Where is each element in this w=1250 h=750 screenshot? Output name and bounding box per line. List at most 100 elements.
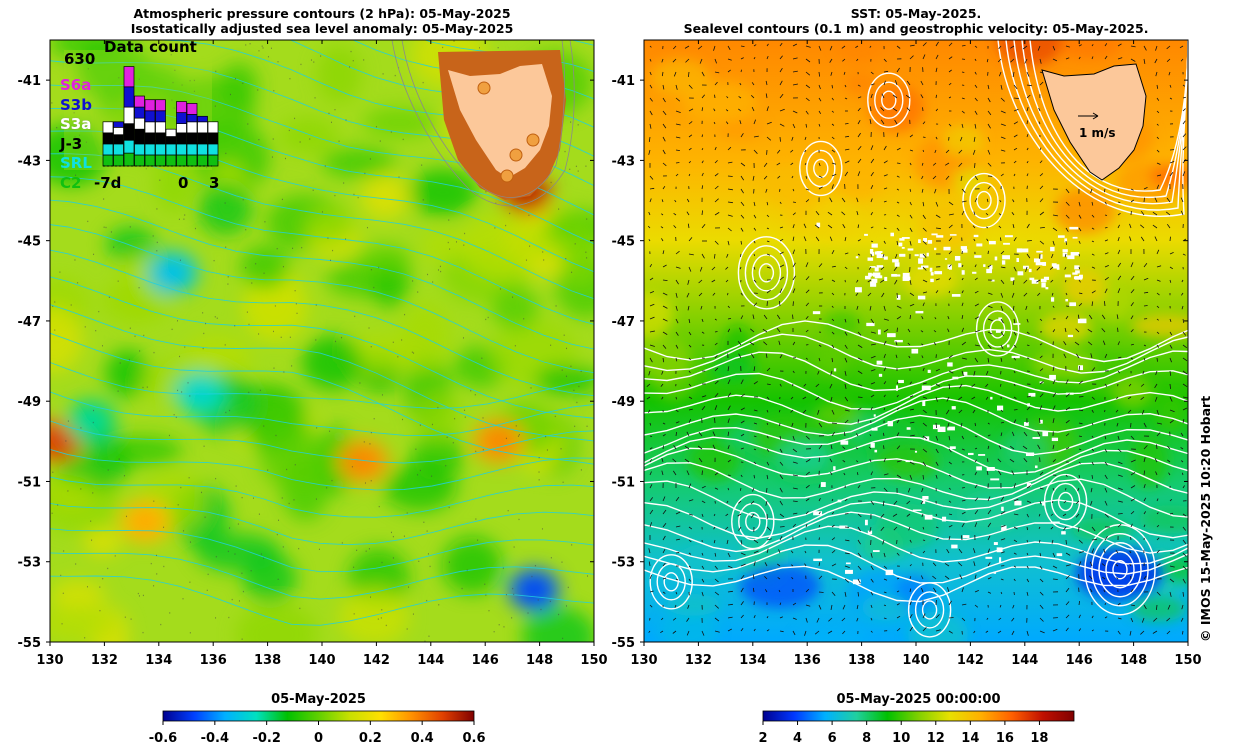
cloud-pixel	[877, 329, 881, 335]
velocity-arrow	[660, 383, 664, 387]
velocity-arrow	[688, 526, 693, 530]
velocity-arrow	[974, 84, 978, 88]
ssla-data-point	[272, 330, 274, 333]
geostrophic-velocity-arrows	[646, 41, 1188, 636]
velocity-arrow	[1156, 604, 1158, 610]
velocity-arrow	[792, 523, 796, 528]
velocity-arrow	[999, 199, 1002, 203]
velocity-arrow	[1022, 445, 1028, 450]
velocity-arrow	[698, 279, 703, 284]
velocity-arrow	[662, 110, 667, 116]
velocity-arrow	[1087, 341, 1093, 346]
axes-ticks: 130 132 134 136 138 140 142 144 146 148 150-41-43-…	[18, 40, 1202, 668]
velocity-arrow	[896, 381, 899, 385]
cloud-pixel	[902, 276, 911, 281]
velocity-arrow	[844, 419, 849, 424]
ssla-data-point	[415, 448, 417, 450]
velocity-arrow	[686, 470, 690, 476]
velocity-arrow	[1065, 614, 1070, 619]
inset-bar-segment	[144, 132, 156, 145]
ssla-data-point	[353, 566, 355, 568]
velocity-arrow	[1169, 499, 1173, 502]
velocity-arrow	[870, 382, 876, 385]
velocity-arrow	[648, 630, 651, 633]
velocity-arrow	[1104, 227, 1108, 229]
velocity-arrow	[857, 344, 863, 348]
cloud-pixel	[934, 247, 937, 251]
cloud-pixel	[812, 311, 821, 315]
velocity-arrow	[688, 173, 691, 177]
velocity-arrow	[1078, 266, 1080, 270]
sst-patch	[795, 628, 868, 642]
velocity-arrow	[869, 458, 872, 463]
ssla-data-point	[546, 449, 548, 451]
velocity-arrow	[818, 175, 823, 179]
velocity-arrow	[1180, 432, 1184, 437]
velocity-arrow	[1143, 291, 1149, 294]
velocity-arrow	[1156, 292, 1160, 296]
sealevel-contour	[997, 40, 1188, 217]
ssla-data-point	[512, 587, 514, 590]
velocity-arrow	[1182, 253, 1186, 256]
velocity-arrow	[802, 396, 807, 400]
velocity-arrow	[714, 58, 717, 64]
velocity-arrow	[1091, 629, 1094, 632]
velocity-arrow	[792, 500, 798, 502]
ssla-data-point	[402, 138, 404, 141]
velocity-arrow	[1065, 214, 1070, 219]
y-tick-label: -51	[18, 475, 42, 490]
cloud-pixel	[976, 243, 983, 247]
velocity-arrow	[1129, 236, 1132, 242]
y-tick-label: -43	[18, 154, 42, 169]
velocity-arrow	[1050, 526, 1054, 530]
velocity-arrow	[688, 266, 692, 272]
velocity-arrow	[675, 591, 678, 595]
ssla-data-point	[577, 170, 579, 172]
velocity-arrow	[740, 563, 746, 567]
velocity-arrow	[763, 162, 768, 167]
velocity-arrow	[727, 487, 730, 491]
velocity-arrow	[896, 292, 898, 299]
velocity-arrow	[805, 71, 811, 76]
velocity-arrow	[805, 588, 810, 593]
velocity-arrow	[1039, 173, 1044, 177]
velocity-arrow	[987, 97, 991, 103]
ssla-data-point	[128, 359, 130, 361]
velocity-arrow	[998, 45, 1002, 50]
velocity-arrow	[713, 121, 716, 125]
velocity-arrow	[973, 561, 976, 567]
velocity-arrow	[698, 292, 703, 297]
velocity-arrow	[830, 444, 833, 450]
velocity-arrow	[686, 211, 690, 216]
velocity-arrow	[1130, 289, 1135, 294]
velocity-arrow	[740, 407, 746, 411]
velocity-arrow	[1182, 331, 1187, 336]
velocity-arrow	[1011, 617, 1015, 622]
ssla-patch	[491, 286, 539, 330]
ssla-data-point	[108, 296, 110, 298]
pressure-contour	[50, 199, 594, 350]
velocity-arrow	[1182, 96, 1186, 99]
sealevel-contour	[644, 370, 1188, 410]
velocity-arrow	[701, 500, 706, 504]
velocity-arrow	[740, 162, 746, 167]
cloud-pixel	[1013, 323, 1021, 325]
ssla-data-point	[57, 504, 59, 506]
velocity-arrow	[818, 591, 824, 593]
velocity-arrow	[753, 409, 758, 412]
ssla-patch	[50, 124, 109, 187]
velocity-arrow	[647, 409, 651, 413]
velocity-arrow	[948, 277, 952, 281]
ssla-data-point	[563, 334, 565, 336]
cloud-pixel	[911, 348, 919, 354]
cloud-pixel	[840, 440, 849, 445]
velocity-arrow	[753, 227, 757, 231]
velocity-arrow	[714, 94, 716, 99]
velocity-arrow	[804, 149, 807, 153]
velocity-arrow	[974, 110, 978, 115]
velocity-arrow	[1023, 292, 1028, 297]
velocity-arrow	[831, 250, 835, 255]
velocity-arrow	[1052, 628, 1058, 632]
ssla-data-point	[249, 43, 251, 45]
velocity-arrow	[986, 238, 989, 242]
